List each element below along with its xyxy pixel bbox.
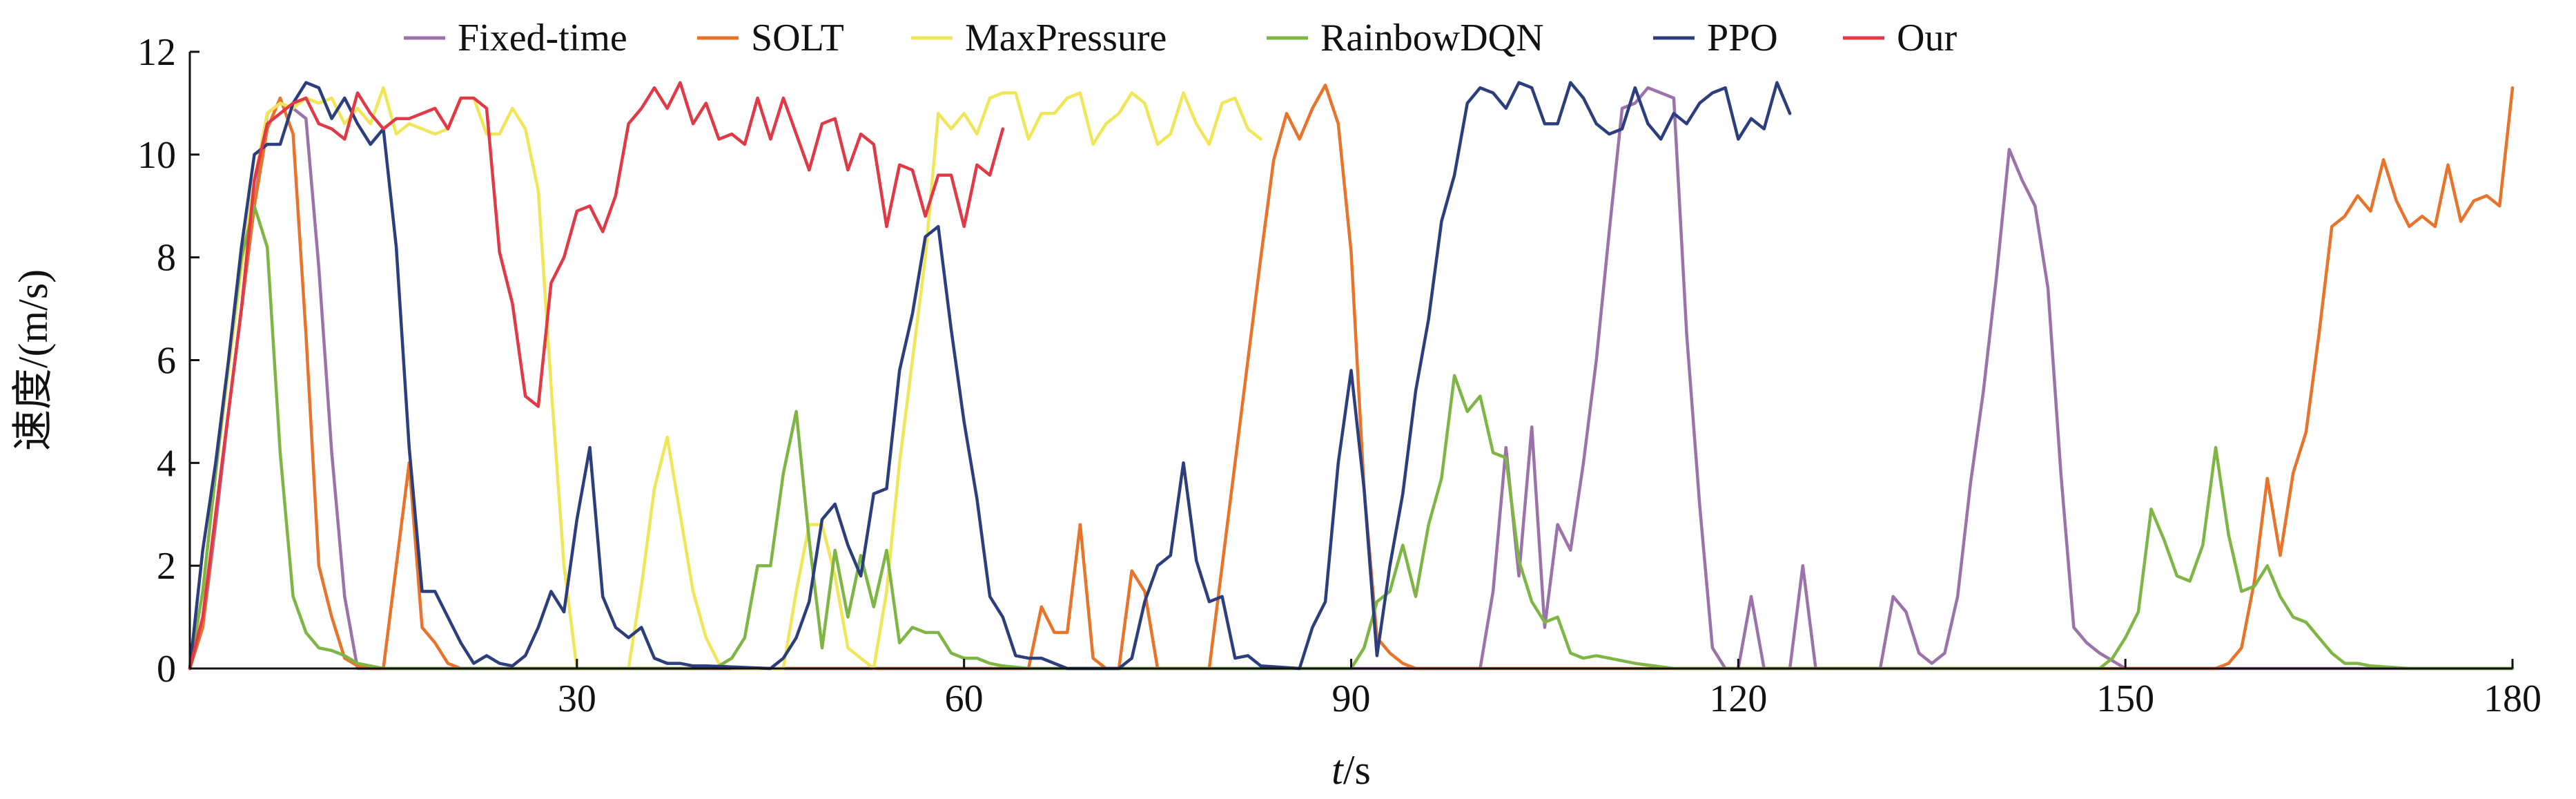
- y-axis-label: 速度/(m/s): [10, 269, 56, 451]
- legend-label-maxpressure: MaxPressure: [965, 17, 1167, 59]
- x-axis-label-italic: t: [1331, 747, 1344, 793]
- x-ticks: 30 60 90 120 150 180: [558, 659, 2541, 720]
- y-tick-label: 0: [157, 648, 176, 691]
- legend: Fixed-time SOLT MaxPressure RainbowDQN PPO Ou…: [404, 17, 1957, 59]
- series-line-our: [188, 81, 1005, 671]
- x-tick-label: 30: [558, 677, 596, 720]
- y-tick-label: 2: [157, 545, 176, 588]
- y-tick-label: 10: [137, 134, 176, 177]
- y-tick-label: 8: [157, 237, 176, 280]
- y-tick-label: 6: [157, 340, 176, 383]
- x-tick-label: 120: [1709, 677, 1767, 720]
- legend-label-fixed-time: Fixed-time: [458, 17, 627, 59]
- y-tick-label: 4: [157, 442, 176, 485]
- x-tick-label: 180: [2484, 677, 2541, 720]
- series-line-fixed-time: [188, 86, 2515, 671]
- x-tick-label: 90: [1332, 677, 1371, 720]
- series-line-ppo: [188, 81, 1792, 671]
- x-tick-label: 60: [945, 677, 984, 720]
- x-axis-label-unit: /s: [1343, 747, 1371, 793]
- x-axis-label: t/s: [1331, 747, 1371, 793]
- legend-label-our: Our: [1897, 17, 1957, 59]
- legend-label-ppo: PPO: [1707, 17, 1778, 59]
- series-line-solt: [188, 84, 2515, 671]
- y-ticks: 0 2 4 6 8 10 12: [137, 31, 199, 691]
- legend-label-solt: SOLT: [751, 17, 844, 59]
- x-tick-label: 150: [2096, 677, 2154, 720]
- legend-label-rainbowdqn: RainbowDQN: [1320, 17, 1544, 59]
- plot-area: 30 60 90 120 150 180 0 2 4 6 8 10 12: [137, 31, 2541, 720]
- y-tick-label: 12: [137, 31, 176, 74]
- series-layer: [188, 81, 2515, 671]
- series-line-maxpressure: [188, 86, 1262, 671]
